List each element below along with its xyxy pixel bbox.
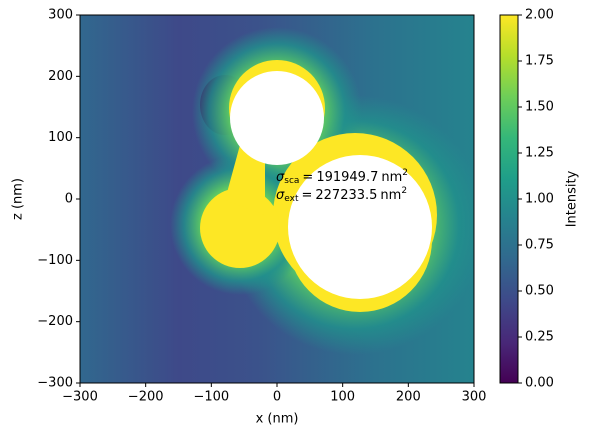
annotation-value: 227233.5	[315, 188, 377, 203]
colorbar	[499, 14, 519, 384]
annotation: σsca = 191949.7 nm2	[276, 168, 408, 186]
colorbar-tick-label: 0.50	[525, 284, 554, 299]
colorbar-tick-label: 1.00	[525, 192, 554, 207]
y-tick-label: 200	[48, 69, 73, 84]
colorbar-tick-label: 0.75	[525, 238, 554, 253]
y-tick-label: −300	[37, 376, 73, 391]
colorbar-tick-label: 2.00	[525, 8, 554, 23]
annotation-sup: 2	[401, 186, 407, 196]
y-tick-label: 300	[48, 8, 73, 23]
x-tick-label: −100	[193, 390, 229, 405]
y-tick-label: 100	[48, 130, 73, 145]
annotation-symbol: σ	[276, 188, 285, 203]
annotation: σext = 227233.5 nm2	[276, 186, 407, 204]
x-tick-label: 0	[273, 390, 281, 405]
colorbar-tick-label: 1.50	[525, 100, 554, 115]
colorbar-tick-label: 1.25	[525, 146, 554, 161]
y-axis-label: z (nm)	[11, 178, 26, 220]
x-tick-label: −200	[128, 390, 164, 405]
annotation-sub: ext	[284, 194, 299, 204]
colorbar-tick-label: 0.00	[525, 376, 554, 391]
y-tick-label: 0	[65, 192, 73, 207]
x-tick-label: 200	[396, 390, 421, 405]
colorbar-label: Intensity	[565, 170, 580, 227]
x-tick-label: 100	[330, 390, 355, 405]
annotation-relation: =	[302, 170, 313, 185]
annotation-unit: nm	[380, 188, 401, 203]
annotation-relation: =	[301, 188, 312, 203]
y-tick-label: −100	[37, 253, 73, 268]
x-tick-label: 300	[462, 390, 487, 405]
annotation-sup: 2	[402, 168, 408, 178]
annotation-unit: nm	[381, 170, 402, 185]
colorbar-tick-label: 1.75	[525, 54, 554, 69]
field	[80, 15, 474, 383]
colorbar-tick-label: 0.25	[525, 330, 554, 345]
annotation-value: 191949.7	[316, 170, 378, 185]
annotation-sub: sca	[284, 176, 299, 186]
y-tick-label: −200	[37, 314, 73, 329]
x-axis-label: x (nm)	[256, 412, 299, 427]
annotation-symbol: σ	[276, 170, 285, 185]
x-tick-label: −300	[62, 390, 98, 405]
